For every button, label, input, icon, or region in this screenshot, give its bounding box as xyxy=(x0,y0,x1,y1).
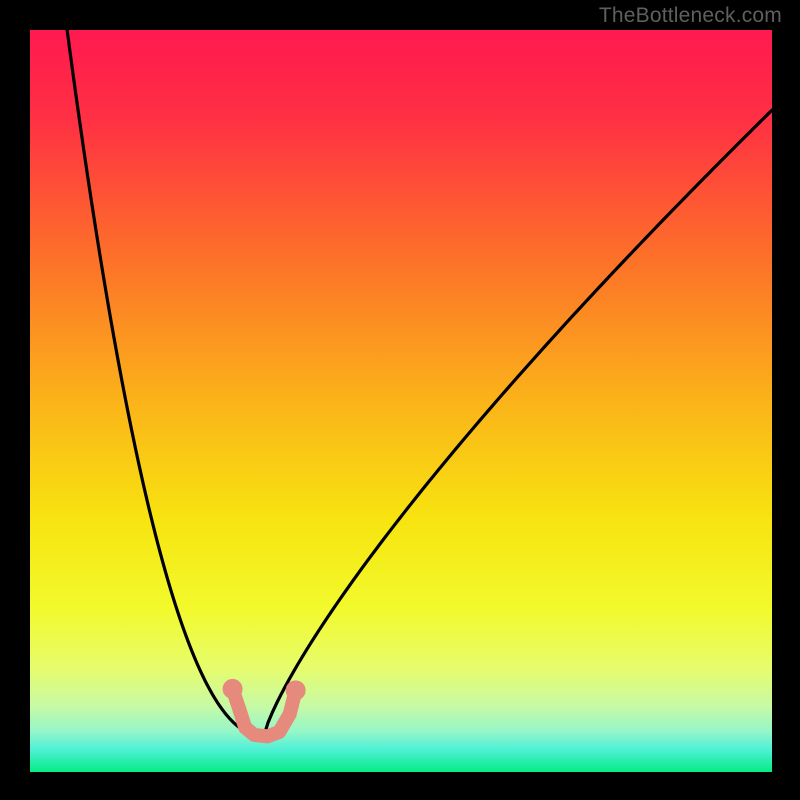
chart-frame: TheBottleneck.com xyxy=(0,0,800,800)
dip-marker-right xyxy=(286,680,306,700)
gradient-background xyxy=(30,30,772,772)
watermark-text: TheBottleneck.com xyxy=(599,4,782,28)
bottleneck-curve-plot xyxy=(30,30,772,772)
dip-marker-left xyxy=(223,679,243,699)
